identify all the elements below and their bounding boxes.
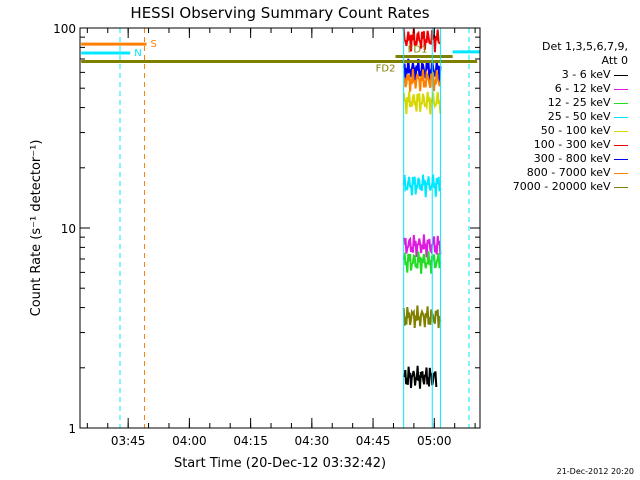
legend-swatch [614, 74, 628, 76]
legend-swatch [614, 130, 628, 132]
legend-item: 3 - 6 keV [513, 68, 628, 82]
legend-header-2: Att 0 [601, 54, 628, 67]
legend-swatch [614, 102, 628, 104]
legend-item: 6 - 12 keV [513, 82, 628, 96]
legend-swatch [614, 186, 628, 188]
legend-header-1: Det 1,3,5,6,7,9, [541, 40, 628, 53]
flag-label: S [151, 39, 157, 50]
x-tick-label: 05:00 [417, 434, 452, 448]
footer-timestamp: 21-Dec-2012 20:20 [556, 467, 634, 476]
vline-layer [119, 28, 470, 428]
series-line [402, 174, 442, 198]
legend-label: 12 - 25 keV [547, 96, 614, 109]
legend-label: 50 - 100 keV [540, 124, 614, 137]
series-line [403, 68, 442, 92]
legend-item: 25 - 50 keV [513, 110, 628, 124]
series-line [402, 91, 442, 115]
legend-swatch [614, 88, 628, 90]
legend-swatch [614, 158, 628, 160]
legend-label: 7000 - 20000 keV [512, 180, 614, 193]
x-axis-label: Start Time (20-Dec-12 03:32:42) [174, 456, 386, 471]
flag-label: FD1 [408, 45, 428, 56]
series-line [402, 305, 442, 329]
x-tick-label: 04:45 [356, 434, 391, 448]
legend-label: 3 - 6 keV [561, 68, 614, 81]
legend-label: 100 - 300 keV [533, 138, 614, 151]
legend-swatch [614, 116, 628, 118]
flag-label: FD2 [376, 63, 396, 74]
legend-label: 800 - 7000 keV [526, 166, 614, 179]
legend-swatch [614, 172, 628, 174]
legend-label: 6 - 12 keV [554, 82, 614, 95]
legend-item: 50 - 100 keV [513, 124, 628, 138]
x-tick-label: 04:00 [172, 434, 207, 448]
series-line [402, 28, 441, 53]
y-axis-label: Count Rate (s⁻¹ detector⁻¹) [29, 140, 44, 317]
y-tick-label: 10 [61, 222, 76, 236]
legend-label: 25 - 50 keV [547, 110, 614, 123]
x-tick-label: 04:30 [295, 434, 330, 448]
y-ticks: 1 10 100 [53, 22, 480, 436]
legend-swatch [614, 144, 628, 146]
series-line [402, 58, 442, 83]
legend-item: 7000 - 20000 keV [513, 180, 628, 194]
series-line [402, 234, 442, 258]
x-tick-label: 03:45 [111, 434, 146, 448]
legend-item: 300 - 800 keV [513, 152, 628, 166]
flag-label: N [134, 48, 141, 59]
series-layer [402, 28, 442, 389]
flag-layer: SN FD2 FD1 [81, 39, 480, 74]
legend-item: 12 - 25 keV [513, 96, 628, 110]
y-tick-label: 1 [68, 422, 76, 436]
legend-items: 3 - 6 keV 6 - 12 keV 12 - 25 keV 25 - 50… [513, 68, 628, 194]
series-line [402, 251, 442, 274]
legend-item: 100 - 300 keV [513, 138, 628, 152]
legend-label: 300 - 800 keV [533, 152, 614, 165]
series-line [402, 365, 438, 389]
x-tick-label: 04:15 [233, 434, 268, 448]
y-tick-label: 100 [53, 22, 76, 36]
chart-title: HESSI Observing Summary Count Rates [130, 4, 429, 22]
legend: Det 1,3,5,6,7,9, Att 0 3 - 6 keV 6 - 12 … [513, 40, 628, 194]
legend-item: 800 - 7000 keV [513, 166, 628, 180]
x-ticks: 03:45 04:00 04:15 04:30 04:45 05:00 [86, 28, 476, 448]
